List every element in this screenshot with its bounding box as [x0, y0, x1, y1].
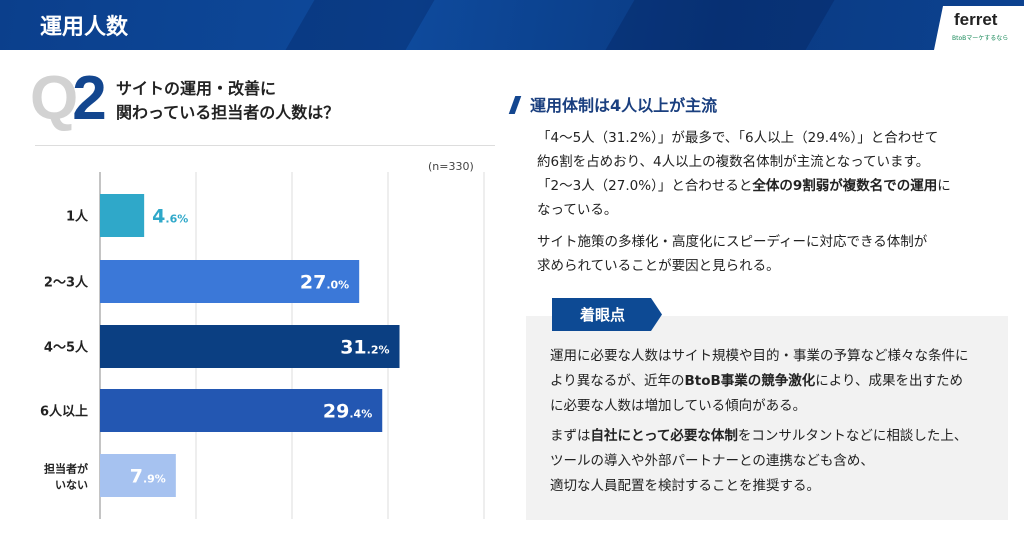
question-line: 関わっている担当者の人数は？: [116, 103, 340, 122]
point-box: [526, 316, 1008, 520]
bar-chart: 1人 4.6% 2〜3人 27.0% 4〜5人 31.2% 6人以上 29.4% 担当者がいない…: [40, 172, 485, 519]
text-span: まずは: [550, 428, 591, 444]
category-label: 1人: [66, 209, 89, 225]
category-label: いない: [55, 479, 88, 492]
summary-paragraph-1: 「4〜5人（31.2%）」が最多で、「6人以上（29.4%）」と合わせて 約6割…: [537, 126, 951, 222]
bold-text: 全体の9割弱が複数名での運用: [752, 178, 938, 194]
bar-2: [100, 325, 400, 368]
text-line: まずは自社にとって必要な体制をコンサルタントなどに相談した上、: [550, 424, 967, 449]
text-line: に必要な人数は増加している傾向がある。: [550, 398, 807, 414]
sample-size: (n=330): [428, 160, 474, 173]
summary-paragraph-2: サイト施策の多様化・高度化にスピーディーに対応できる体制が 求められていることが…: [537, 230, 927, 278]
question-number: Q2: [30, 68, 107, 130]
text-line: ツールの導入や外部パートナーとの連携なども含め、: [550, 453, 874, 469]
question-text: サイトの運用・改善に関わっている担当者の人数は？: [116, 77, 339, 125]
text-line: 求められていることが要因と見られる。: [537, 258, 780, 274]
text-line: より異なるが、近年のBtoB事業の競争激化により、成果を出すため: [550, 369, 969, 394]
point-paragraph-1: 運用に必要な人数はサイト規模や目的・事業の予算など様々な条件に より異なるが、近…: [550, 344, 969, 419]
text-span: 「2〜3人（27.0%）」と合わせると: [537, 178, 753, 194]
value-label: 29.4%: [323, 401, 372, 423]
category-label: 4〜5人: [44, 340, 89, 356]
bar-1: [100, 260, 360, 303]
value-label: 7.9%: [130, 466, 166, 488]
q-letter: Q: [30, 64, 79, 133]
text-line: 運用に必要な人数はサイト規模や目的・事業の予算など様々な条件に: [550, 348, 969, 364]
text-span: により、成果を出すため: [815, 373, 963, 389]
bar-0: [100, 194, 145, 237]
point-paragraph-2: まずは自社にとって必要な体制をコンサルタントなどに相談した上、 ツールの導入や外…: [550, 424, 967, 499]
text-line: なっている。: [537, 202, 618, 218]
value-label: 27.0%: [300, 272, 349, 294]
logo-tagline: BtoBマーケするなら: [952, 35, 1009, 42]
point-tab: 着眼点: [552, 298, 662, 331]
bold-text: BtoB事業の競争激化: [684, 373, 816, 389]
category-label: 2〜3人: [44, 275, 89, 291]
category-label: 6人以上: [40, 404, 88, 420]
slash-icon: [508, 96, 522, 114]
divider: [35, 145, 495, 146]
text-line: サイト施策の多様化・高度化にスピーディーに対応できる体制が: [537, 234, 928, 250]
text-line: 「4〜5人（31.2%）」が最多で、「6人以上（29.4%）」と合わせて: [537, 130, 939, 146]
summary-heading-text: 運用体制は4人以上が主流: [530, 96, 718, 115]
text-line: 適切な人員配置を検討することを推奨する。: [550, 478, 820, 494]
value-label: 31.2%: [340, 337, 389, 359]
category-label: 担当者が: [44, 462, 88, 476]
logo-text: ferret: [954, 10, 998, 29]
text-line: 約6割を占めおり、4人以上の複数名体制が主流となっています。: [537, 154, 930, 170]
text-span: をコンサルタントなどに相談した上、: [737, 428, 968, 444]
bar-3: [100, 389, 383, 432]
question-line: サイトの運用・改善に: [116, 79, 277, 98]
bold-text: 自社にとって必要な体制: [590, 428, 738, 444]
ferret-logo: ferret BtoBマーケするなら: [934, 6, 1024, 50]
value-label: 4.6%: [152, 206, 188, 228]
text-span: より異なるが、近年の: [550, 373, 685, 389]
header-banner: 運用人数 ferret BtoBマーケするなら: [0, 0, 1024, 50]
q-digit: 2: [72, 64, 107, 133]
text-span: に: [937, 178, 951, 194]
text-line: 「2〜3人（27.0%）」と合わせると全体の9割弱が複数名での運用に: [537, 174, 951, 198]
page-title: 運用人数: [40, 15, 129, 40]
bar-4: [100, 454, 176, 497]
summary-heading: 運用体制は4人以上が主流: [508, 92, 718, 116]
decor-shape: [599, 0, 841, 50]
